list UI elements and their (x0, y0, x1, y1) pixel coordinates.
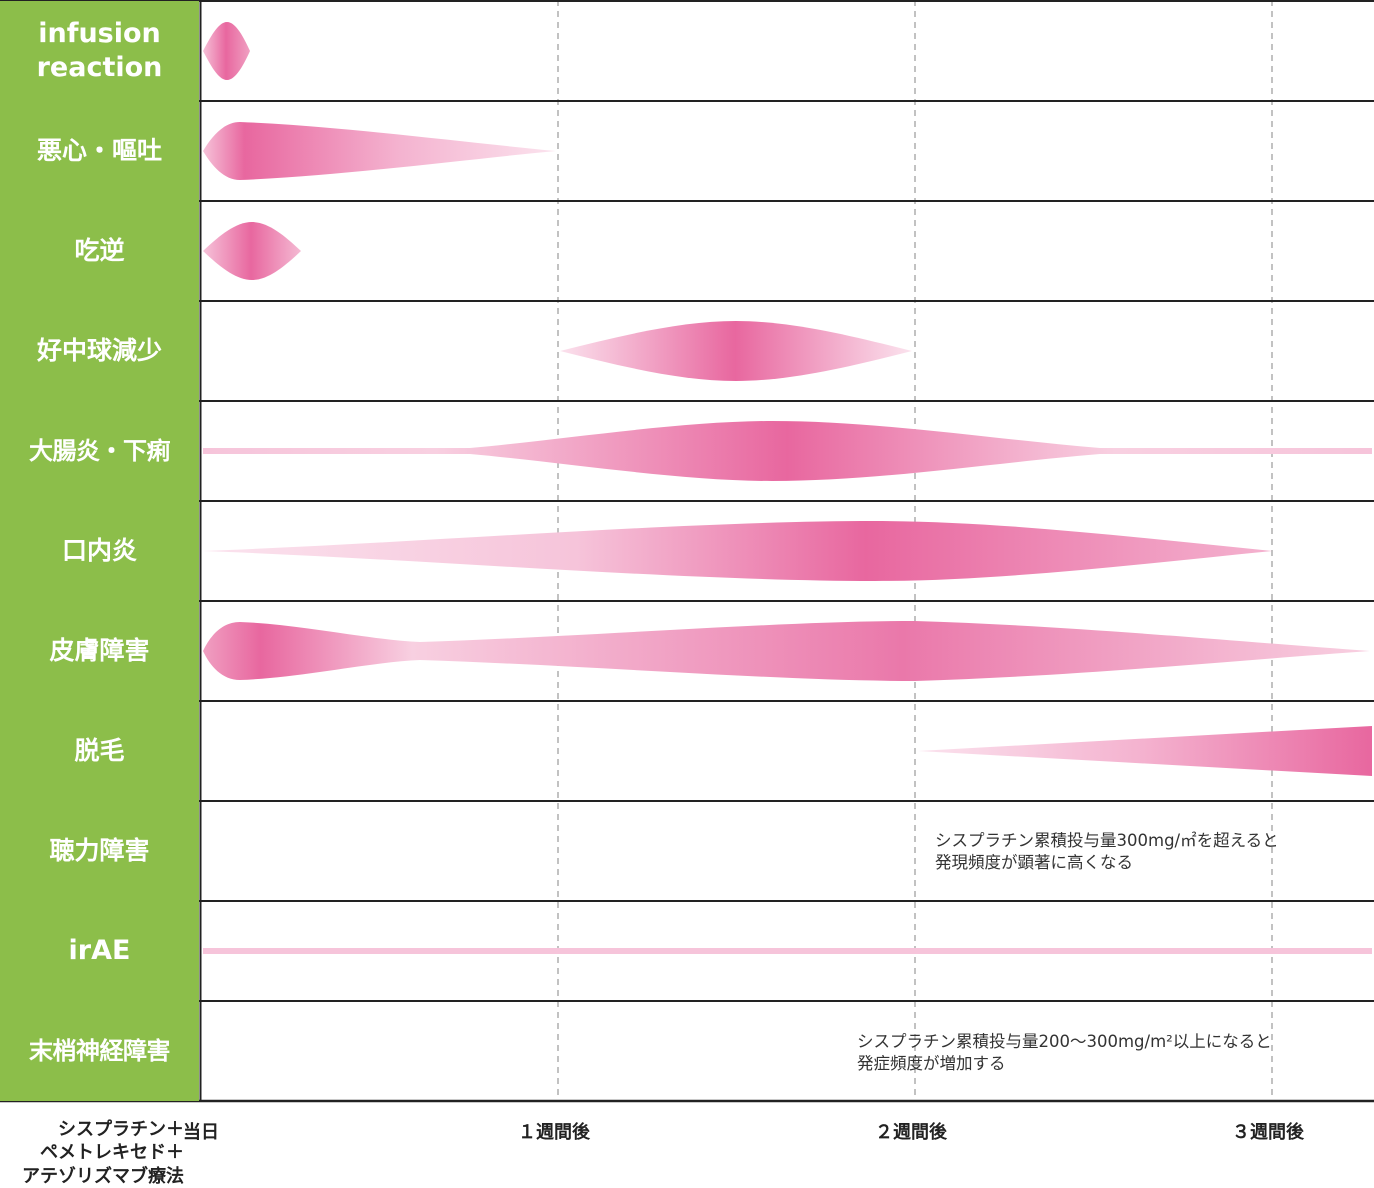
row-label-stomatitis: 口内炎 (0, 501, 199, 601)
tick-week1: １週間後 (518, 1122, 590, 1143)
note-neuropathy-line-1: シスプラチン累積投与量200～300mg/m²以上になると (857, 1032, 1272, 1051)
row-label-alopecia: 脱毛 (0, 701, 199, 801)
note-hearing-line-1: シスプラチン累積投与量300mg/㎡を超えると (935, 831, 1279, 850)
note-hearing-line-2: 発現頻度が顕著に高くなる (935, 853, 1133, 873)
row-label-skin-disorder: 皮膚障害 (0, 601, 199, 701)
row-label-irae: irAE (0, 901, 199, 1001)
regimen-line-2: ペメトレキセド＋ (40, 1142, 184, 1164)
row-label-hearing-disorder: 聴力障害 (0, 801, 199, 901)
tick-day0: 当日 (183, 1122, 219, 1143)
row-label-peripheral-neuropathy: 末梢神経障害 (0, 1001, 199, 1101)
row-label-hiccup: 吃逆 (0, 201, 199, 301)
regimen-line-3: アテゾリズマブ療法 (22, 1165, 184, 1187)
shape-alopecia (918, 726, 1372, 776)
row-label-colitis-diarrhea: 大腸炎・下痢 (0, 401, 199, 501)
shape-stomatitis (203, 521, 1272, 581)
row-label-infusion-reaction: infusion reaction (0, 1, 199, 101)
note-neuropathy-line-2: 発症頻度が増加する (857, 1054, 1006, 1074)
shape-hiccup (203, 222, 301, 280)
shape-irae (203, 948, 1372, 954)
note-hearing-disorder: シスプラチン累積投与量300mg/㎡を超えると 発現頻度が顕著に高くなる (935, 830, 1279, 875)
row-label-nausea-vomiting: 悪心・嘔吐 (0, 101, 199, 201)
tick-week2: ２週間後 (875, 1122, 947, 1143)
shape-nausea (203, 122, 556, 180)
shape-infusion-reaction (203, 22, 250, 80)
shape-neutropenia (560, 321, 912, 381)
regimen-label: シスプラチン＋ ペメトレキセド＋ アテゾリズマブ療法 (0, 1118, 184, 1188)
row-borders (0, 0, 1374, 1103)
shape-skin-disorder (203, 621, 1370, 681)
row-label-neutropenia: 好中球減少 (0, 301, 199, 401)
note-peripheral-neuropathy: シスプラチン累積投与量200～300mg/m²以上になると 発症頻度が増加する (857, 1031, 1272, 1076)
tick-week3: ３週間後 (1232, 1122, 1304, 1143)
regimen-line-1: シスプラチン＋ (58, 1119, 184, 1140)
shape-colitis (203, 421, 1372, 481)
